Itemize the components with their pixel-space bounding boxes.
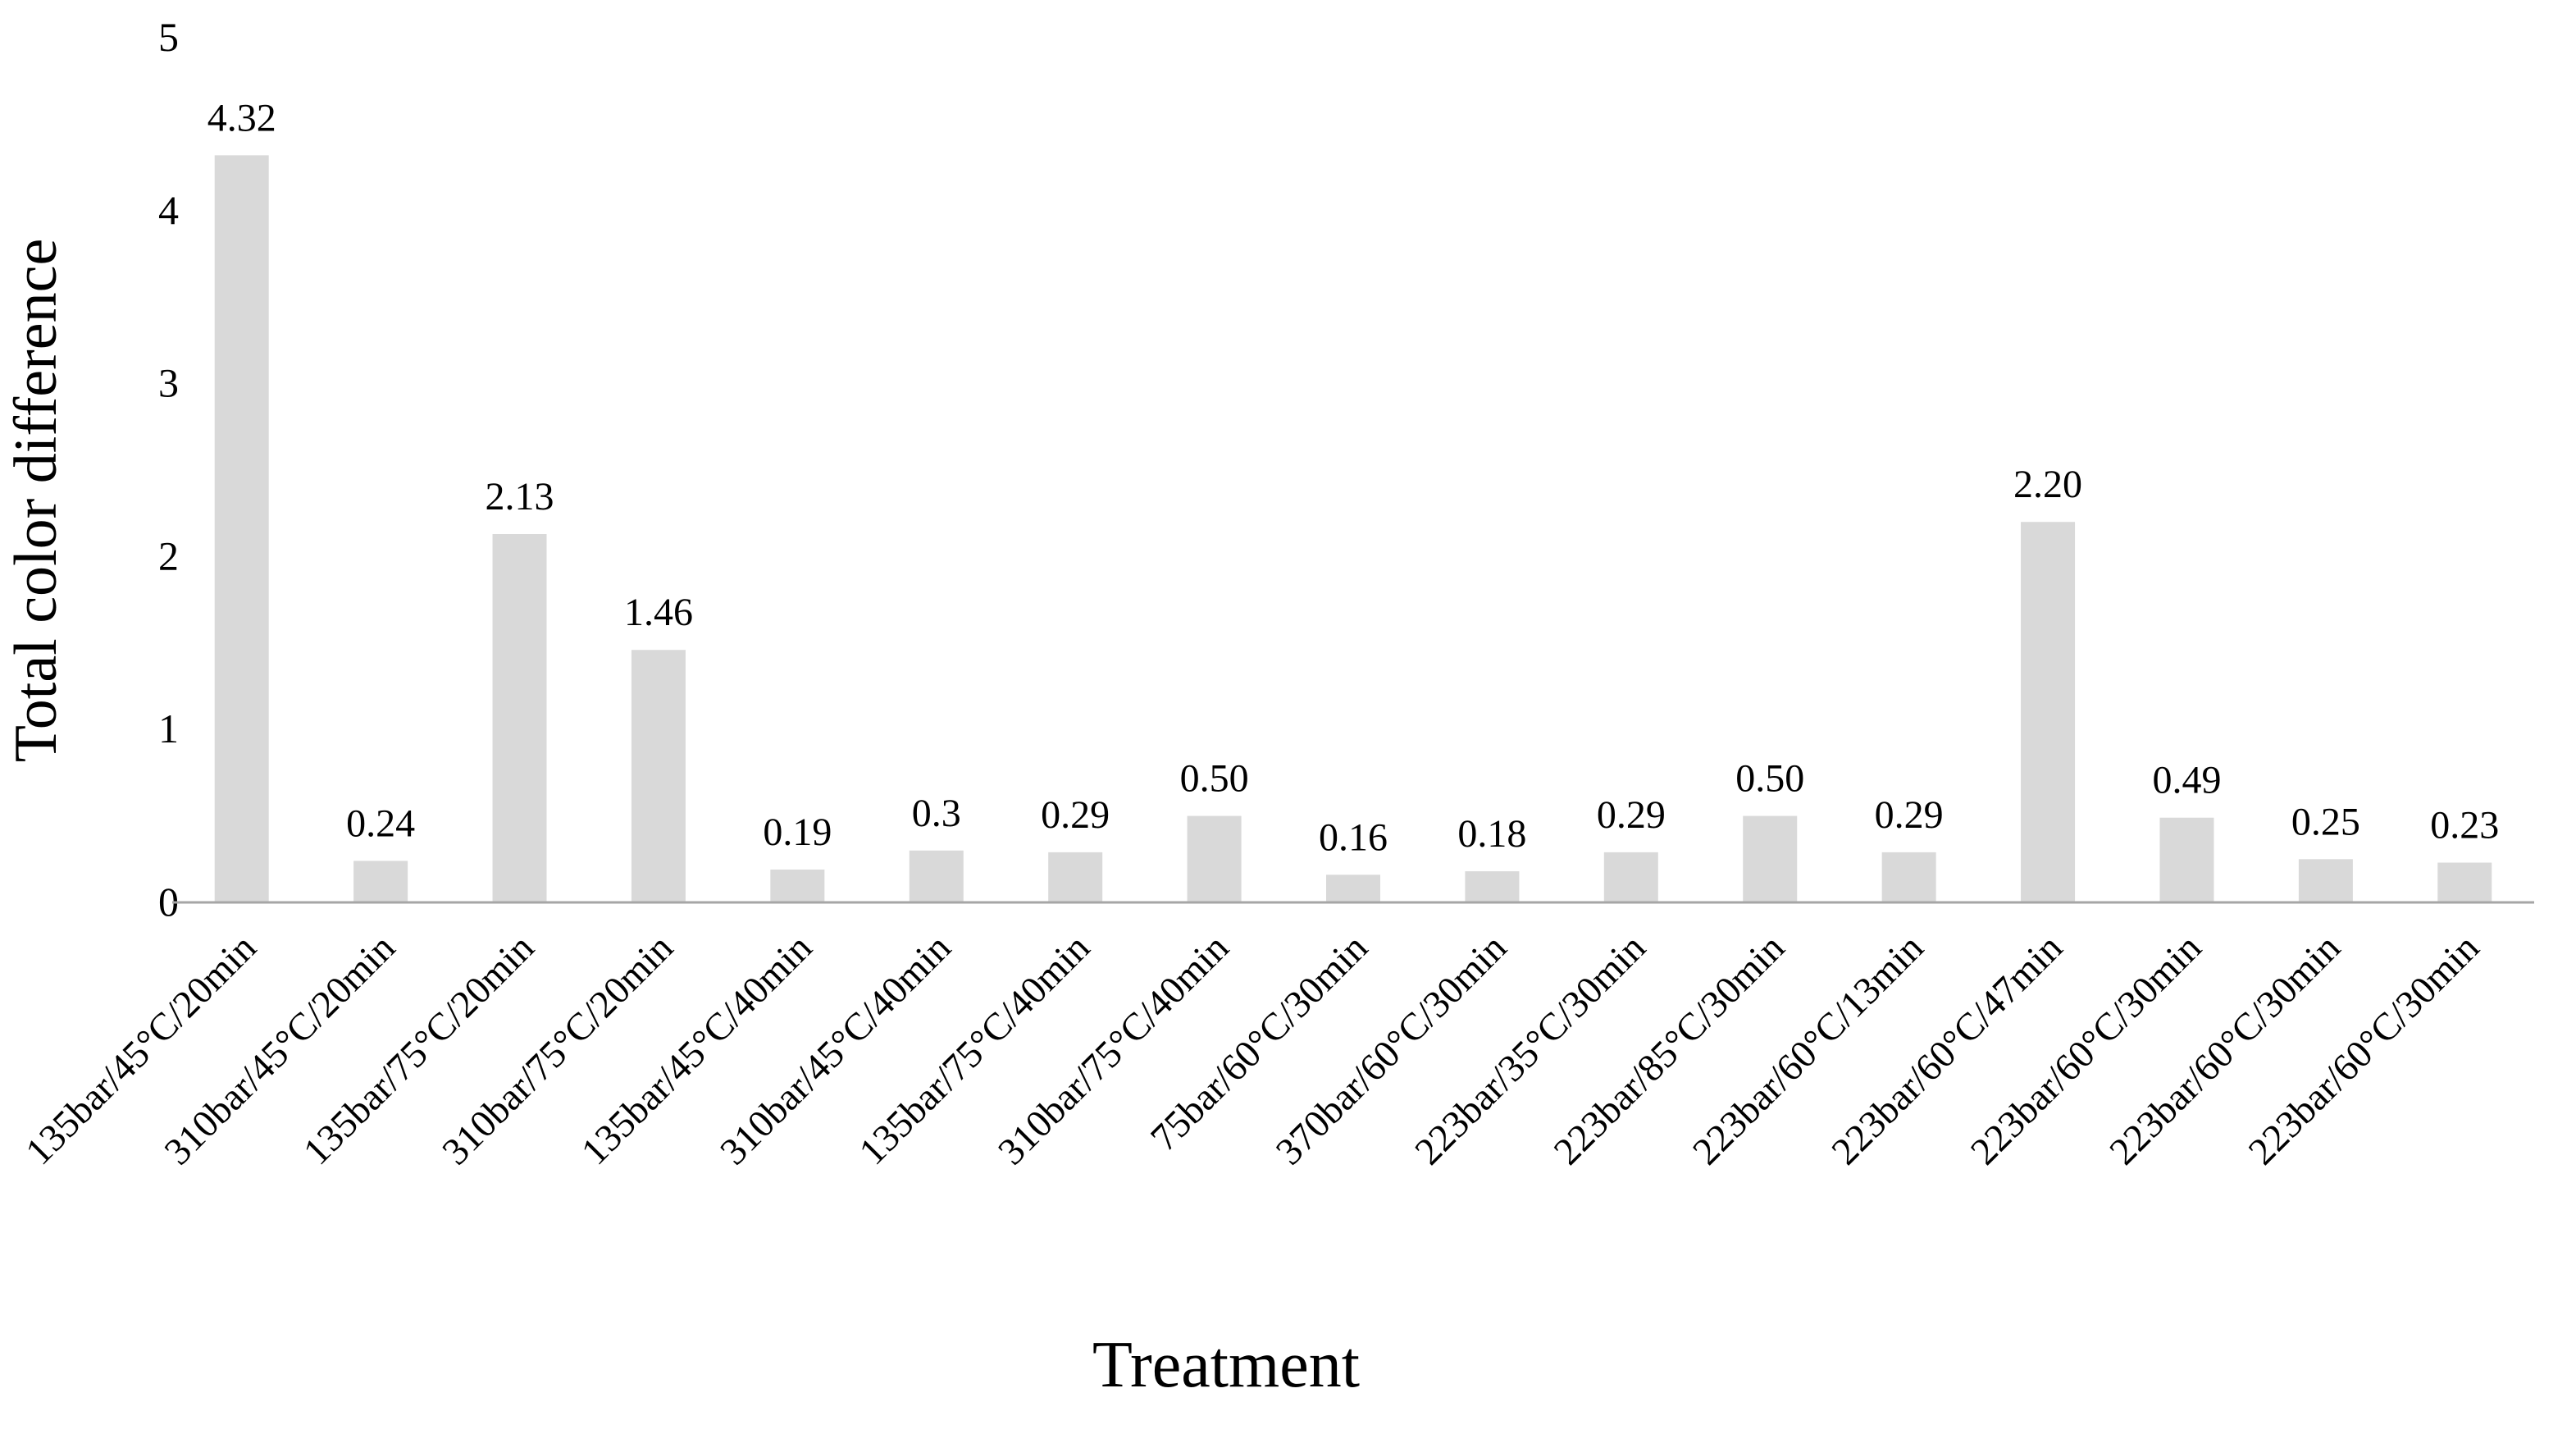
x-tick-label: 223bar/35°C/30min — [1407, 926, 1653, 1173]
bar-value-label: 0.25 — [2291, 800, 2360, 843]
bar — [2021, 522, 2076, 902]
y-tick-label: 1 — [158, 706, 179, 751]
bar-value-label: 0.18 — [1457, 812, 1526, 856]
x-tick-label: 223bar/60°C/13min — [1685, 926, 1931, 1173]
bar — [2298, 859, 2353, 902]
bar — [1048, 852, 1103, 902]
bar — [492, 533, 547, 902]
bar-value-label: 4.32 — [207, 96, 276, 139]
bar — [2437, 862, 2492, 902]
x-tick-label: 310bar/45°C/40min — [712, 926, 959, 1173]
bar-value-label: 0.29 — [1041, 793, 1110, 837]
bar-value-label: 1.46 — [624, 591, 693, 634]
x-tick-label: 135bar/45°C/20min — [17, 926, 264, 1173]
bar — [770, 869, 825, 902]
bar — [1881, 852, 1936, 902]
bar-value-label: 2.20 — [2013, 463, 2082, 506]
x-tick-label: 223bar/60°C/30min — [2102, 926, 2349, 1173]
y-tick-label: 2 — [158, 532, 179, 578]
y-tick-label: 5 — [158, 14, 179, 60]
bar-value-label: 0.24 — [346, 801, 415, 845]
bar — [214, 155, 269, 902]
bar-value-label: 0.50 — [1180, 757, 1249, 801]
x-axis-title: Treatment — [1092, 1329, 1360, 1401]
bar — [1743, 815, 1798, 902]
category-labels: 135bar/45°C/20min310bar/45°C/20min135bar… — [17, 926, 2487, 1173]
bar-value-label: 0.29 — [1875, 793, 1944, 837]
bar-value-label: 0.3 — [912, 792, 961, 835]
y-axis-title: Total color difference — [2, 239, 70, 763]
bar — [1603, 852, 1658, 902]
x-tick-label: 223bar/60°C/47min — [1824, 926, 2071, 1173]
x-tick-label: 135bar/45°C/40min — [573, 926, 820, 1173]
bar-value-label: 0.23 — [2430, 804, 2499, 847]
bar — [1187, 815, 1242, 902]
x-tick-label: 135bar/75°C/40min — [851, 926, 1098, 1173]
bar — [1465, 871, 1520, 902]
y-tick-label: 3 — [158, 360, 179, 406]
bars — [214, 155, 2492, 902]
bar — [353, 861, 408, 902]
bar — [2159, 817, 2214, 902]
x-tick-label: 310bar/75°C/20min — [435, 926, 682, 1173]
x-tick-label: 370bar/60°C/30min — [1268, 926, 1515, 1173]
bar — [909, 850, 964, 902]
y-tick-label: 4 — [158, 187, 179, 233]
bar-value-label: 0.49 — [2152, 759, 2221, 802]
bar-value-label: 0.16 — [1319, 815, 1388, 859]
bar-value-label: 0.29 — [1597, 793, 1666, 837]
x-tick-label: 310bar/75°C/40min — [990, 926, 1237, 1173]
x-tick-label: 135bar/75°C/20min — [295, 926, 542, 1173]
bar-value-label: 0.19 — [763, 811, 832, 854]
x-tick-label: 223bar/60°C/30min — [2241, 926, 2487, 1173]
x-tick-label: 310bar/45°C/20min — [157, 926, 403, 1173]
bar — [1326, 875, 1380, 902]
x-tick-label: 223bar/60°C/30min — [1963, 926, 2209, 1173]
bar-value-label: 0.50 — [1735, 757, 1804, 801]
bar-value-label: 2.13 — [486, 475, 554, 518]
data-labels: 4.32 0.24 2.13 1.46 0.19 0.3 0.29 0.50 0.16 0.18 0… — [207, 96, 2500, 859]
bar — [631, 650, 686, 902]
x-tick-label: 223bar/85°C/30min — [1546, 926, 1793, 1173]
